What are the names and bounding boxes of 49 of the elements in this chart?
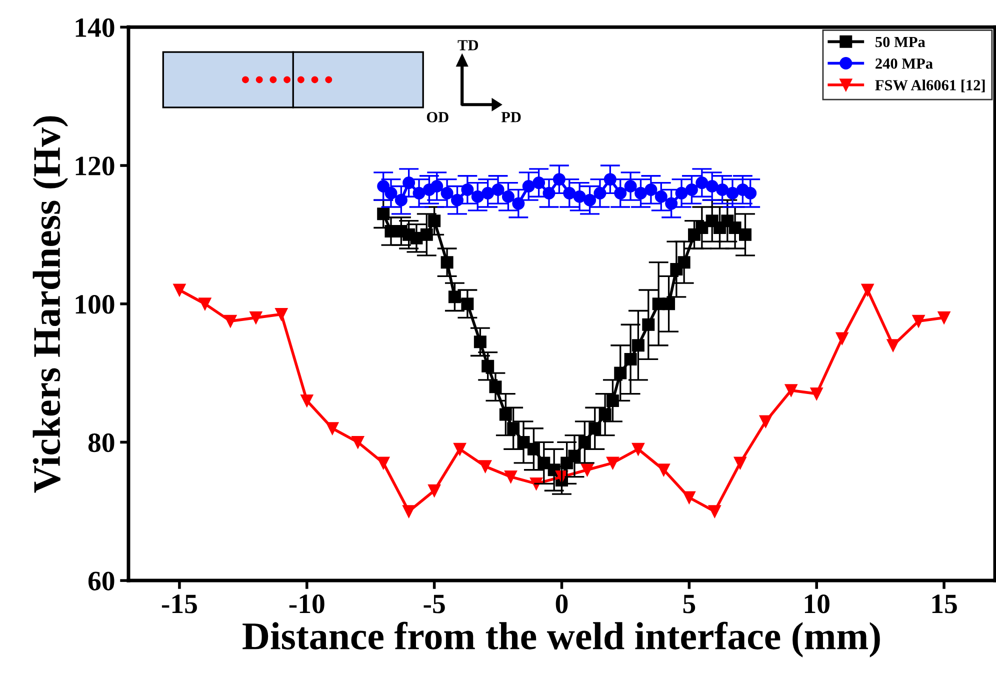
x-tick-label: 15 (932, 594, 957, 614)
point (784, 384, 798, 397)
point (173, 284, 186, 296)
annotation: OD (426, 112, 448, 122)
point (275, 308, 288, 320)
point (708, 505, 721, 518)
point (836, 332, 848, 345)
point (886, 339, 900, 352)
x-tick-label: -10 (289, 594, 324, 614)
point (402, 505, 416, 518)
point (300, 394, 314, 407)
point (861, 284, 874, 296)
y-tick-label: 60 (88, 572, 114, 590)
point (682, 491, 696, 504)
point (580, 464, 594, 476)
point (657, 464, 670, 476)
x-tick-label: 0 (556, 594, 568, 614)
y-tick-label: 100 (76, 295, 114, 314)
point (632, 442, 644, 456)
point (428, 484, 441, 497)
x-tick-label: 5 (683, 594, 696, 614)
x-tick-label: 10 (804, 594, 830, 614)
point (810, 388, 823, 400)
legend-label: FSW Al6061 [12] (875, 80, 985, 92)
point (352, 436, 364, 448)
point (224, 314, 237, 328)
y-tick-label: 120 (76, 156, 114, 176)
annotation: PD (501, 112, 521, 122)
point (377, 456, 390, 470)
point (198, 298, 212, 310)
point (326, 422, 339, 435)
point (759, 415, 772, 428)
x-tick-label: -5 (424, 594, 445, 614)
point (504, 470, 518, 484)
x-tick-label: -15 (162, 594, 197, 614)
point (606, 456, 619, 470)
point (938, 311, 950, 324)
y-axis-title: Vickers Hardness (Hv) (32, 116, 68, 493)
annotation: TD (458, 40, 478, 50)
y-tick-label: 80 (88, 433, 114, 452)
y-tick-label: 140 (76, 18, 114, 38)
point (250, 311, 262, 324)
point (454, 442, 466, 456)
legend-label: 50 MPa (876, 36, 926, 48)
point (734, 456, 746, 470)
x-axis-title: Distance from the weld interface (mm) (242, 622, 880, 658)
point (479, 460, 492, 473)
point (912, 314, 925, 328)
legend-label: 240 MPa (876, 58, 933, 69)
